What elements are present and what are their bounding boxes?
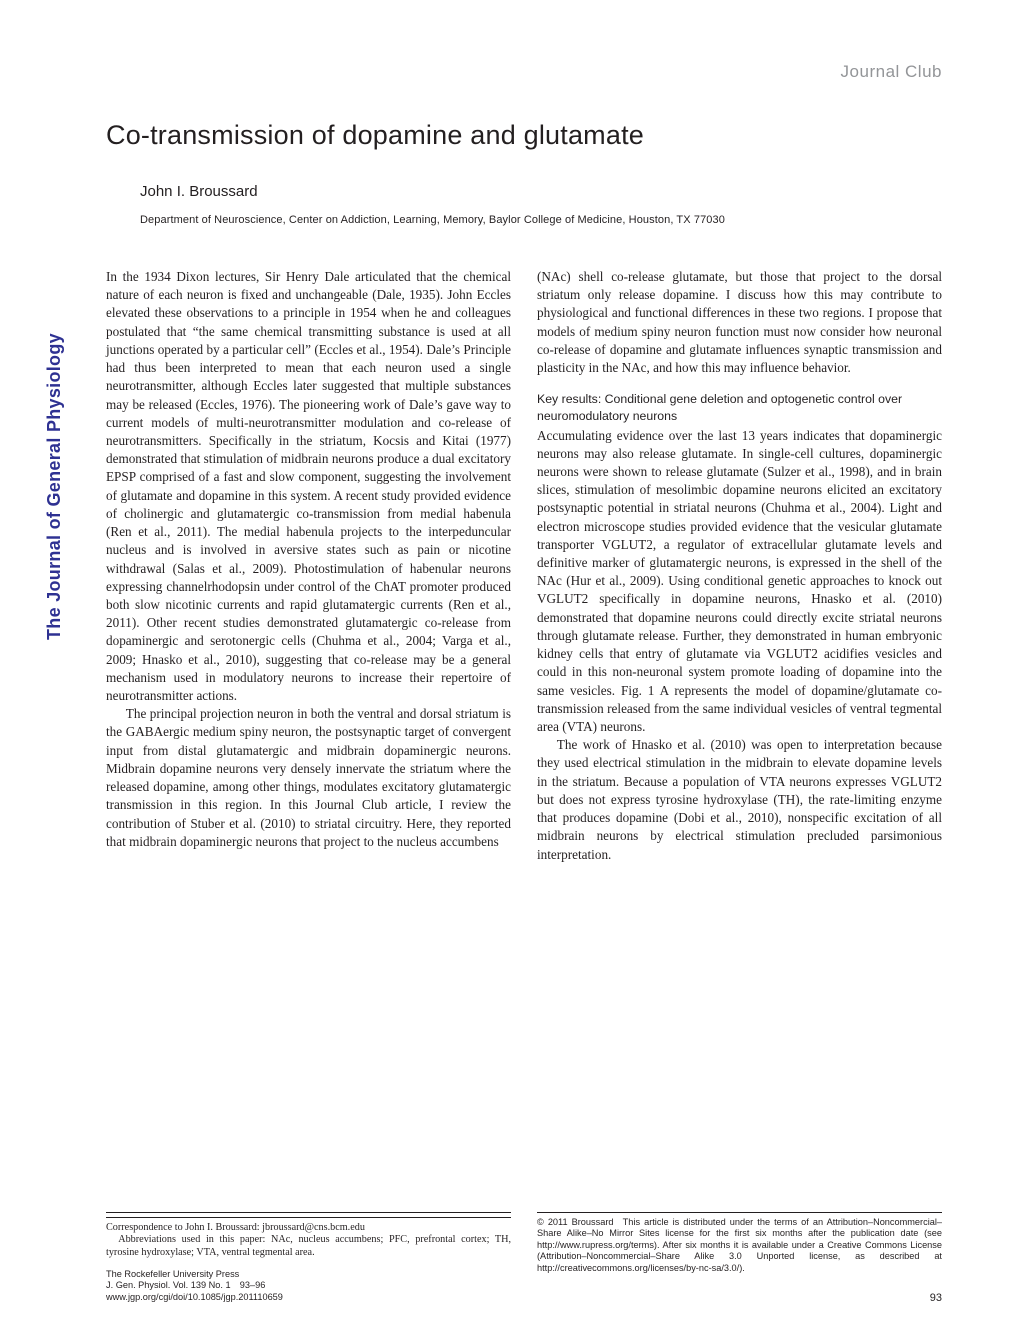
correspondence-note: Correspondence to John I. Broussard: jbr…	[106, 1222, 511, 1235]
footnote-left: Correspondence to John I. Broussard: jbr…	[106, 1212, 511, 1275]
press-name: The Rockefeller University Press	[106, 1269, 283, 1281]
copyright-note: © 2011 Broussard This article is distrib…	[537, 1217, 942, 1275]
section-subheading: Key results: Conditional gene deletion a…	[537, 391, 942, 424]
body-paragraph: (NAc) shell co-release glutamate, but th…	[537, 268, 942, 377]
author-affiliation: Department of Neuroscience, Center on Ad…	[140, 214, 942, 226]
doi-url: www.jgp.org/cgi/doi/10.1085/jgp.20111065…	[106, 1292, 283, 1304]
section-label: Journal Club	[78, 62, 942, 82]
footnote-rule	[537, 1212, 942, 1213]
journal-name-sidebar: The Journal of General Physiology	[44, 333, 65, 640]
footnote-right: © 2011 Broussard This article is distrib…	[537, 1212, 942, 1275]
body-paragraph: In the 1934 Dixon lectures, Sir Henry Da…	[106, 268, 511, 705]
right-column: (NAc) shell co-release glutamate, but th…	[537, 268, 942, 864]
left-column: In the 1934 Dixon lectures, Sir Henry Da…	[106, 268, 511, 864]
journal-citation: J. Gen. Physiol. Vol. 139 No. 1 93–96	[106, 1280, 283, 1292]
body-columns: In the 1934 Dixon lectures, Sir Henry Da…	[106, 268, 942, 864]
article-title: Co-transmission of dopamine and glutamat…	[106, 120, 942, 151]
abbreviations-note: Abbreviations used in this paper: NAc, n…	[106, 1234, 511, 1260]
press-info: The Rockefeller University Press J. Gen.…	[106, 1269, 283, 1304]
page-number: 93	[930, 1292, 942, 1304]
footnote-rule	[106, 1212, 511, 1213]
body-paragraph: The work of Hnasko et al. (2010) was ope…	[537, 736, 942, 864]
footnotes: Correspondence to John I. Broussard: jbr…	[106, 1212, 942, 1275]
author-name: John I. Broussard	[140, 183, 942, 200]
body-paragraph: Accumulating evidence over the last 13 y…	[537, 427, 942, 737]
body-paragraph: The principal projection neuron in both …	[106, 705, 511, 851]
